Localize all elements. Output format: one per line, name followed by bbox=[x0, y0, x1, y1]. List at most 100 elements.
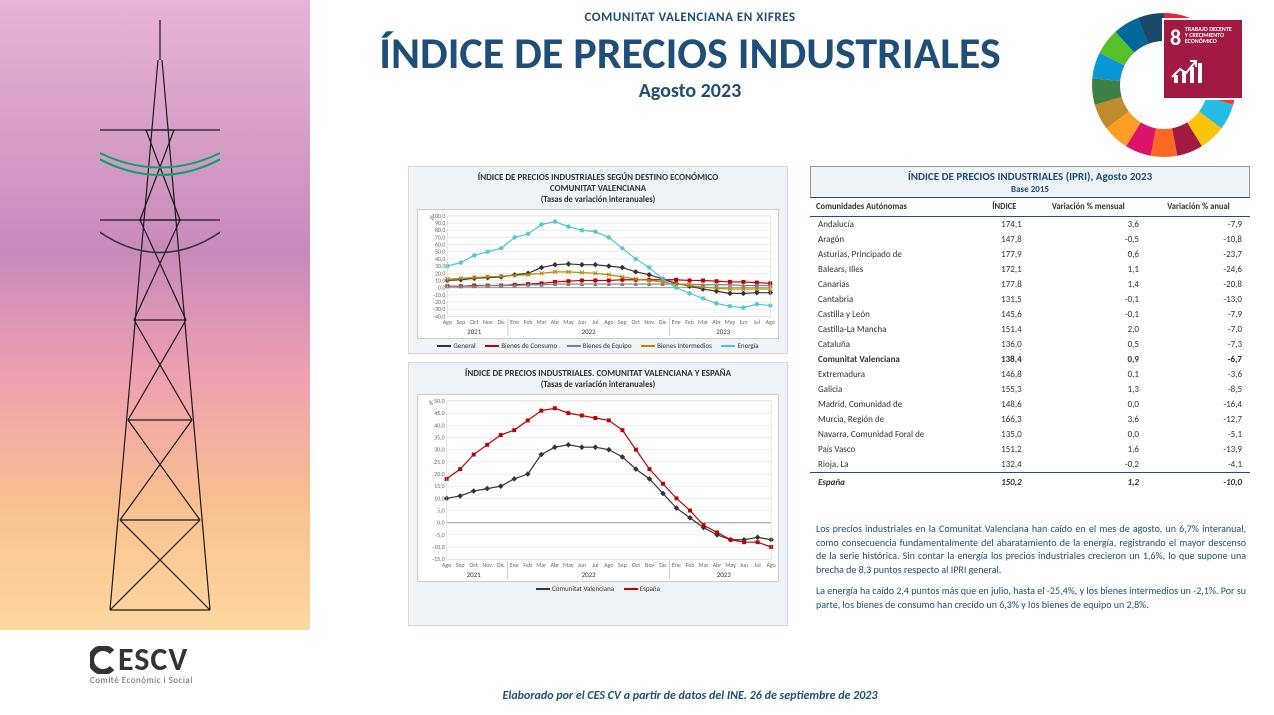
svg-text:Dic: Dic bbox=[659, 318, 667, 326]
svg-text:Dic: Dic bbox=[659, 561, 667, 569]
chart1-legend: General Bienes de Consumo Bienes de Equi… bbox=[417, 341, 779, 350]
header: COMUNITAT VALENCIANA EN XIFRES ÍNDICE DE… bbox=[310, 10, 1070, 103]
table-row: Castilla-La Mancha151,42,0-7,0 bbox=[810, 322, 1250, 337]
svg-text:Sep: Sep bbox=[618, 561, 627, 569]
svg-text:-10,0: -10,0 bbox=[432, 543, 444, 551]
svg-text:Feb: Feb bbox=[524, 318, 533, 326]
svg-text:2023: 2023 bbox=[716, 327, 730, 336]
chart1-plot: -40,0-30,0-20,0-10,00,010,020,030,040,05… bbox=[417, 209, 779, 339]
svg-text:Jun: Jun bbox=[578, 318, 586, 326]
table-row: Madrid, Comunidad de148,60,0-16,4 bbox=[810, 397, 1250, 412]
svg-text:Ago: Ago bbox=[766, 318, 775, 326]
sdg-number: 8 bbox=[1170, 24, 1181, 51]
svg-text:Oct: Oct bbox=[632, 318, 640, 326]
growth-icon bbox=[1170, 55, 1210, 85]
table-row: Comunitat Valenciana138,40,9-6,7 bbox=[810, 352, 1250, 367]
svg-text:30,0: 30,0 bbox=[435, 262, 445, 270]
svg-text:Ene: Ene bbox=[672, 561, 681, 569]
svg-text:-20,0: -20,0 bbox=[433, 298, 445, 306]
svg-text:2022: 2022 bbox=[582, 327, 596, 336]
hero-image bbox=[0, 0, 310, 630]
table-row: Balears, Illes172,11,1-24,6 bbox=[810, 262, 1250, 277]
svg-text:50,0: 50,0 bbox=[435, 247, 445, 255]
svg-text:Feb: Feb bbox=[523, 561, 532, 569]
table-row: Murcia, Región de166,33,6-12,7 bbox=[810, 412, 1250, 427]
svg-text:Abr: Abr bbox=[551, 318, 560, 326]
ipri-table-panel: ÍNDICE DE PRECIOS INDUSTRIALES (IPRI), A… bbox=[810, 166, 1250, 490]
svg-text:100,0: 100,0 bbox=[432, 211, 445, 219]
footer-credit: Elaborado por el CES CV a partir de dato… bbox=[310, 689, 1070, 703]
svg-text:35,0: 35,0 bbox=[434, 433, 444, 441]
svg-text:70,0: 70,0 bbox=[435, 233, 445, 241]
col-header: ÍNDICE bbox=[979, 198, 1030, 217]
svg-text:%: % bbox=[429, 399, 434, 407]
chart-cv-espana: ÍNDICE DE PRECIOS INDUSTRIALES. COMUNITA… bbox=[408, 362, 788, 626]
logo-main: ESCV bbox=[90, 640, 250, 679]
svg-text:Mar: Mar bbox=[537, 318, 547, 326]
svg-text:25,0: 25,0 bbox=[434, 458, 444, 466]
paragraph-2: La energía ha caído 2,4 puntos más que e… bbox=[816, 584, 1246, 611]
svg-text:Ago: Ago bbox=[766, 561, 775, 569]
table-row: Rioja, La132,4-0,2-4,1 bbox=[810, 457, 1250, 473]
chart2-plot: -15,0-10,0-5,00,05,010,015,020,025,030,0… bbox=[417, 394, 779, 582]
table-row: Andalucía174,13,6-7,9 bbox=[810, 217, 1250, 233]
svg-text:Ene: Ene bbox=[672, 318, 681, 326]
svg-text:Sep: Sep bbox=[618, 318, 627, 326]
table-row: Navarra, Comunidad Foral de135,00,0-5,1 bbox=[810, 427, 1250, 442]
svg-text:Abr: Abr bbox=[712, 318, 721, 326]
svg-text:Jul: Jul bbox=[592, 561, 598, 569]
chart2-legend: Comunitat Valenciana España bbox=[417, 584, 779, 593]
svg-text:Feb: Feb bbox=[686, 561, 695, 569]
svg-text:40,0: 40,0 bbox=[435, 255, 445, 263]
svg-text:Ene: Ene bbox=[510, 318, 519, 326]
svg-text:May: May bbox=[725, 318, 736, 326]
paragraph-1: Los precios industriales en la Comunitat… bbox=[816, 522, 1246, 576]
svg-text:2021: 2021 bbox=[467, 570, 482, 579]
svg-text:10,0: 10,0 bbox=[434, 494, 444, 502]
table-row: Castilla y León145,6-0,1-7,9 bbox=[810, 307, 1250, 322]
svg-text:0,0: 0,0 bbox=[438, 283, 445, 291]
cescv-logo: ESCV Comité Econòmic i Social bbox=[90, 640, 250, 686]
svg-text:Feb: Feb bbox=[685, 318, 694, 326]
svg-text:40,0: 40,0 bbox=[434, 421, 444, 429]
svg-text:Nov: Nov bbox=[482, 561, 492, 569]
svg-text:80,0: 80,0 bbox=[435, 226, 445, 234]
col-header: Variación % anual bbox=[1147, 198, 1250, 217]
svg-text:5,0: 5,0 bbox=[437, 506, 444, 514]
svg-text:Nov: Nov bbox=[644, 318, 654, 326]
svg-text:Ene: Ene bbox=[510, 561, 519, 569]
table-row: Extremadura146,80,1-3,6 bbox=[810, 367, 1250, 382]
table-row: Canarias177,81,4-20,8 bbox=[810, 277, 1250, 292]
svg-text:Dic: Dic bbox=[497, 318, 505, 326]
svg-text:-10,0: -10,0 bbox=[433, 290, 445, 298]
svg-text:Nov: Nov bbox=[645, 561, 655, 569]
svg-text:30,0: 30,0 bbox=[434, 445, 444, 453]
pylon-illustration bbox=[100, 20, 220, 620]
table-row: Cataluña136,00,5-7,3 bbox=[810, 337, 1250, 352]
svg-text:Mar: Mar bbox=[536, 561, 546, 569]
chart2-title-line2: (Tasas de variación interanuales) bbox=[417, 380, 779, 390]
svg-text:Oct: Oct bbox=[470, 318, 478, 326]
svg-text:Jul: Jul bbox=[592, 318, 598, 326]
ipri-table: Comunidades AutónomasÍNDICEVariación % m… bbox=[810, 198, 1250, 490]
sdg-badge: 8 TRABAJO DECENTE Y CRECIMIENTO ECONÓMIC… bbox=[1162, 18, 1244, 100]
svg-text:Ago: Ago bbox=[442, 561, 451, 569]
svg-text:Ago: Ago bbox=[443, 318, 452, 326]
svg-text:2022: 2022 bbox=[582, 570, 597, 579]
svg-text:10,0: 10,0 bbox=[435, 276, 445, 284]
svg-text:May: May bbox=[725, 561, 736, 569]
summary-text: Los precios industriales en la Comunitat… bbox=[816, 522, 1246, 619]
svg-text:2023: 2023 bbox=[717, 570, 732, 579]
svg-text:-5,0: -5,0 bbox=[435, 531, 444, 539]
svg-text:Abr: Abr bbox=[713, 561, 722, 569]
table-base: Base 2015 bbox=[810, 184, 1250, 198]
logo-text: ESCV bbox=[118, 640, 188, 679]
svg-text:Jun: Jun bbox=[739, 318, 747, 326]
svg-text:50,0: 50,0 bbox=[434, 397, 444, 405]
subtitle: Agosto 2023 bbox=[310, 79, 1070, 103]
table-row: Aragón147,8-0,5-10,8 bbox=[810, 232, 1250, 247]
svg-text:May: May bbox=[563, 561, 574, 569]
svg-text:Sep: Sep bbox=[456, 318, 465, 326]
svg-text:Jul: Jul bbox=[754, 561, 760, 569]
svg-text:-30,0: -30,0 bbox=[433, 305, 445, 313]
